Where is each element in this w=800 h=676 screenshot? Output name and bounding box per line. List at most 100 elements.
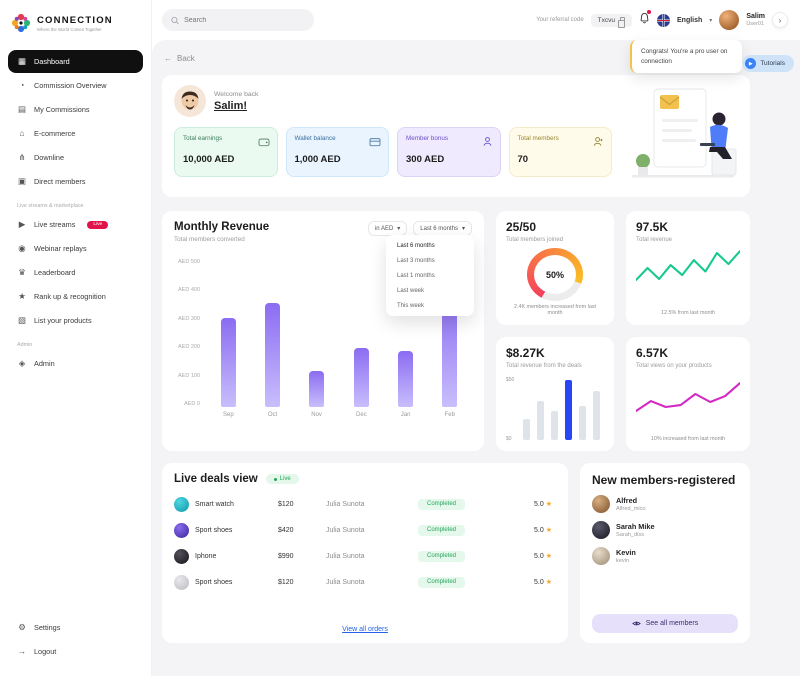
table-row[interactable]: Sport shoes $120 Julia Sunota Completed …: [174, 569, 556, 595]
toast-text: Congrats! You're a pro user on connectio…: [641, 48, 728, 65]
stat-label: Wallet balance: [294, 135, 336, 142]
monthly-revenue-card: Monthly Revenue Total members converted …: [162, 211, 484, 451]
search-bar[interactable]: [162, 9, 314, 31]
member-icon: [482, 134, 493, 152]
profile-expand-button[interactable]: ›: [772, 12, 788, 28]
sidebar-item-dashboard[interactable]: ▦ Dashboard: [8, 50, 143, 73]
notifications-bell-icon[interactable]: [639, 10, 652, 29]
sidebar-section-admin: Admin: [17, 342, 33, 348]
search-input[interactable]: [184, 16, 305, 24]
tutorials-button[interactable]: ▶ Tutorials: [742, 55, 794, 72]
table-row[interactable]: Smart watch $120 Julia Sunota Completed …: [174, 491, 556, 517]
sidebar-item-label: Commission Overview: [34, 81, 107, 90]
table-row[interactable]: Sport shoes $420 Julia Sunota Completed …: [174, 517, 556, 543]
list-item[interactable]: Kevin kevin: [592, 547, 738, 566]
y-axis-label: AED 100: [177, 372, 200, 379]
sidebar-item-leaderboard[interactable]: ♛ Leaderboard: [8, 261, 143, 284]
search-icon: [171, 16, 179, 24]
view-all-orders-link[interactable]: View all orders: [342, 626, 388, 633]
stat-label: Member bonus: [406, 135, 448, 142]
status-badge: Completed: [418, 550, 466, 562]
sidebar-item-label: Logout: [34, 647, 57, 656]
list-item[interactable]: Alfred Alfred_mico: [592, 495, 738, 514]
sidebar-item-webinar-replays[interactable]: ◉ Webinar replays: [8, 237, 143, 260]
y-axis-label: $0: [506, 436, 512, 442]
monthly-revenue-yaxis: AED 500 AED 400 AED 300 AED 200 AED 100 AED 0: [174, 259, 206, 407]
dropdown-option[interactable]: Last 6 months: [397, 242, 435, 249]
sidebar-item-live-streams[interactable]: ▶ Live streams Live: [8, 213, 143, 236]
product-name: Sport shoes: [195, 526, 233, 534]
user-meta: Salim User01: [746, 13, 765, 28]
member-avatar: [592, 521, 610, 540]
x-axis-label: Oct: [267, 412, 278, 418]
y-axis-label: AED 400: [177, 287, 200, 294]
revenue-bar: [353, 347, 369, 407]
gear-icon: ⚙: [18, 622, 26, 633]
bottom-row: Live deals view Live Smart watch $120 Ju…: [162, 463, 750, 643]
table-row[interactable]: Iphone $990 Julia Sunota Completed 5.0 ★: [174, 543, 556, 569]
rating-value: 5.0: [533, 552, 544, 560]
stat-value: 10,000 AED: [183, 154, 235, 165]
deals-bar: [565, 380, 573, 440]
range-select[interactable]: Last 6 months ▾: [413, 221, 472, 236]
sidebar-item-label: E-commerce: [34, 129, 76, 138]
referral-code-label: Your referral code: [536, 17, 584, 23]
product-views-label: Total views on your products: [636, 363, 712, 369]
welcome-card: Welcome back Salim! Total earnings 10,00…: [162, 75, 750, 197]
deals-bar: [536, 401, 544, 440]
back-button[interactable]: ← Back: [164, 54, 750, 63]
monthly-revenue-xlabels: Sep Oct Nov Dec Jan Feb: [206, 412, 472, 418]
deals-bar: [593, 390, 601, 440]
member-avatar: [592, 547, 610, 566]
referral-code-box[interactable]: Txcvu: [590, 13, 633, 28]
brand-logo[interactable]: CONNECTION Where the World Comes Togethe…: [10, 12, 141, 34]
commission-overview-icon: ◔: [19, 80, 25, 91]
notification-dot: [647, 10, 652, 14]
bell-glyph: [640, 12, 649, 24]
sidebar-item-settings[interactable]: ⚙ Settings: [8, 616, 143, 639]
dropdown-option[interactable]: Last week: [397, 287, 425, 294]
sidebar-item-logout[interactable]: → Logout: [8, 640, 143, 663]
see-all-members-label: See all members: [645, 620, 699, 627]
revenue-sparkline: [636, 250, 740, 282]
y-axis-label: AED 0: [184, 400, 200, 407]
language-selector[interactable]: English: [677, 16, 703, 24]
dropdown-option[interactable]: Last 1 months: [397, 272, 435, 279]
rating-value: 5.0: [533, 526, 544, 534]
live-deals-title: Live deals view: [174, 473, 258, 485]
stat-member-bonus: Member bonus 300 AED: [397, 127, 501, 177]
price-cell: $120: [278, 500, 294, 508]
list-item[interactable]: Sarah Mike Sarah_diss: [592, 521, 738, 540]
user-avatar[interactable]: [719, 10, 740, 30]
copy-icon[interactable]: [618, 17, 626, 28]
dropdown-option[interactable]: This week: [397, 302, 425, 309]
revenue-bar: [397, 350, 413, 407]
currency-select[interactable]: in AED ▾: [367, 221, 408, 236]
referral-code-value: Txcvu: [597, 16, 616, 24]
sidebar-item-ecommerce[interactable]: ⌂ E-commerce: [8, 122, 143, 145]
sidebar-item-rank-up[interactable]: ★ Rank up & recognition: [8, 285, 143, 308]
revenue-bar: [442, 294, 458, 407]
sidebar-item-downline[interactable]: ⋔ Downline: [8, 146, 143, 169]
card-icon: [369, 134, 381, 152]
gauge-percent: 50%: [545, 269, 564, 280]
total-revenue-footnote: 12.5% from last month: [661, 310, 715, 316]
revenue-bar: [264, 303, 280, 407]
sidebar-item-list-products[interactable]: ▧ List your products: [8, 309, 143, 332]
sidebar-item-my-commissions[interactable]: ▤ My Commissions: [8, 98, 143, 121]
dropdown-option[interactable]: Last 3 months: [397, 257, 435, 264]
see-all-members-button[interactable]: See all members: [592, 614, 738, 633]
buyer-cell: Julia Sunota: [326, 526, 365, 534]
stat-row: Total earnings 10,000 AED Wallet balance: [174, 127, 612, 177]
back-label: Back: [177, 54, 195, 63]
deals-revenue-label: Total revenue from the deals: [506, 363, 582, 369]
back-arrow-icon: ←: [164, 54, 172, 63]
monthly-revenue-subtitle: Total members converted: [174, 236, 245, 243]
sidebar-item-label: Live streams: [34, 220, 76, 229]
sidebar-item-commission-overview[interactable]: ◔ Commission Overview: [8, 74, 143, 97]
sidebar-item-label: List your products: [34, 316, 92, 325]
chevron-down-icon[interactable]: ▾: [709, 17, 713, 24]
sidebar-item-admin[interactable]: ◈ Admin: [8, 352, 143, 375]
user-handle: User01: [746, 20, 765, 27]
sidebar-item-direct-members[interactable]: ▣ Direct members: [8, 170, 143, 193]
